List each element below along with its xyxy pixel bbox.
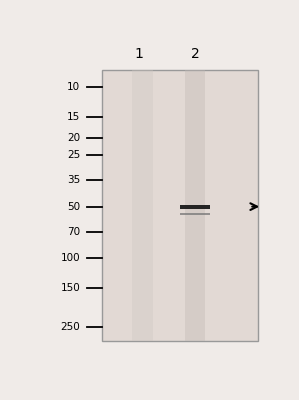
Text: 100: 100 xyxy=(61,253,80,263)
Bar xyxy=(180,213,210,215)
Text: 10: 10 xyxy=(67,82,80,92)
Bar xyxy=(180,205,210,209)
Text: 50: 50 xyxy=(67,202,80,212)
Text: 35: 35 xyxy=(67,175,80,185)
Text: 1: 1 xyxy=(135,47,144,61)
Text: 70: 70 xyxy=(67,227,80,237)
Text: 20: 20 xyxy=(67,133,80,143)
Text: 250: 250 xyxy=(60,322,80,332)
Text: 15: 15 xyxy=(67,112,80,122)
Text: 25: 25 xyxy=(67,150,80,160)
Bar xyxy=(132,70,153,341)
Bar xyxy=(102,70,257,341)
Text: 2: 2 xyxy=(190,47,199,61)
Bar xyxy=(184,70,205,341)
Text: 150: 150 xyxy=(60,284,80,294)
